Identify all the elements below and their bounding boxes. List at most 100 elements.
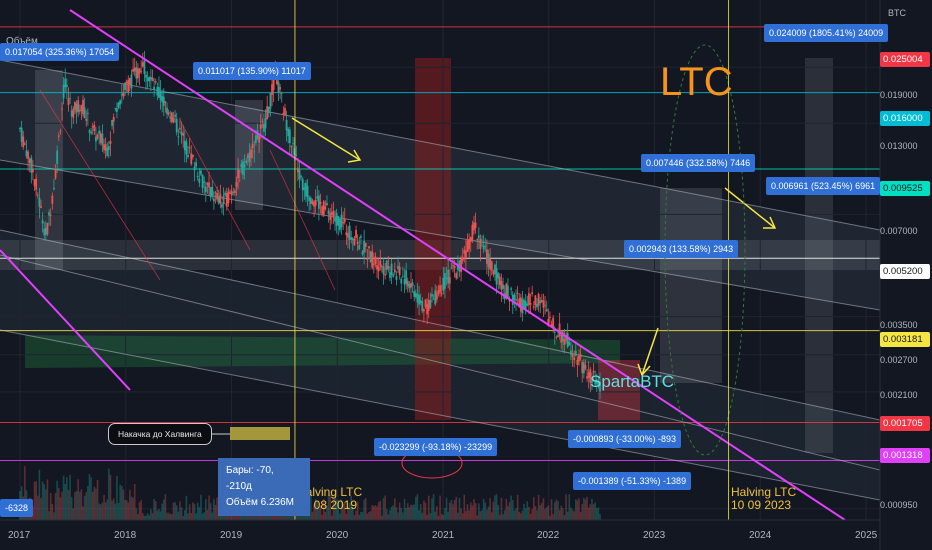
candle-body [536,303,538,308]
volume-bar [177,511,180,520]
bars-stat: Бары: -70, -210д [226,465,274,492]
candle-body [107,146,110,151]
arrow-2022 [641,327,659,376]
volume-bar [70,496,73,520]
candle-body [245,160,248,163]
candle-body [384,274,387,276]
candle-body [426,304,429,315]
candle-body [355,229,357,238]
candle-body [137,68,139,79]
candle-body [64,78,67,88]
candle-body [269,93,272,109]
candle-body [219,194,222,204]
candle-body [547,318,550,326]
volume-bar [150,509,152,520]
candle-body [474,222,477,228]
volume-bar [552,514,554,520]
volume-bar [87,485,89,520]
candle-body [74,101,76,110]
candle-body [364,243,367,247]
candle-body [127,79,130,93]
volume-bar [35,481,37,520]
diag-red-2 [179,119,251,251]
candle-body [82,99,84,115]
candle-body [221,204,223,208]
volume-bar [558,509,561,520]
volume-bar [541,502,543,520]
candle-body [400,278,403,284]
volume-bar [203,512,205,520]
volume-bar [381,515,383,520]
candle-body [254,135,257,143]
volume-bar [513,510,516,520]
volume-bar [53,512,55,520]
volume-bar [490,512,493,520]
candle-body [448,277,451,284]
candle-body [526,303,529,306]
candle-body [284,108,286,116]
candle-body [576,360,579,366]
volume-bar [484,502,487,520]
candle-body [111,119,113,126]
candle-body [326,203,328,206]
volume-bar [553,502,556,520]
volume-bar [361,511,364,520]
volume-bar [74,492,76,520]
volume-bar [413,504,416,520]
volume-bar [339,513,341,520]
candle-body [376,265,378,270]
trend-lines [0,9,846,520]
volume-bar [421,512,424,520]
candle-body [450,267,453,269]
candle-body [392,274,395,277]
channel-line-4 [0,329,880,501]
candle-body [524,301,527,310]
arrow-2022-head [637,363,651,377]
price-tag-teal: 0.009525 [880,181,930,196]
candle-body [174,114,176,117]
volume-bar [59,497,62,520]
volume-bar [376,506,378,520]
volume-bar [550,499,553,520]
candle-body [403,279,406,285]
volume-bar [111,500,113,520]
volume-bar [133,483,136,520]
candle-body [445,277,448,280]
candle-body [33,179,36,186]
volume-bar [392,505,395,520]
volume-bar [453,499,456,520]
candle-body [505,283,508,298]
candle-body [93,124,96,131]
candle-body [95,136,97,142]
arrow-2023-head [763,216,777,229]
candle-body [149,76,152,80]
volume-bar [117,502,120,520]
volume-bar [570,507,572,520]
volume-bar [43,484,46,520]
volume-bar [526,501,529,520]
volume-bar [544,508,546,520]
volume-bar [305,515,307,520]
candle-body [222,195,225,204]
candle-body [495,267,498,285]
volume-bar [458,497,461,520]
candle-body [80,105,83,111]
candle-body [308,197,311,202]
volume-bar [347,506,349,520]
volume-bar [460,508,462,520]
volume-bar [466,504,469,520]
candle-body [466,240,469,252]
volume-bar [318,508,320,520]
candle-body [51,195,54,204]
candle-body [98,130,101,134]
candle-body [271,84,273,95]
volume-bar [195,513,197,520]
volume-bar [473,499,475,520]
volume-bar [536,510,538,520]
volume-bar [41,481,44,520]
volume-bar [314,499,317,520]
volume-bar [321,514,323,520]
volume-bar [523,503,525,520]
volume-bar [146,513,149,520]
volume-bar [492,501,495,520]
